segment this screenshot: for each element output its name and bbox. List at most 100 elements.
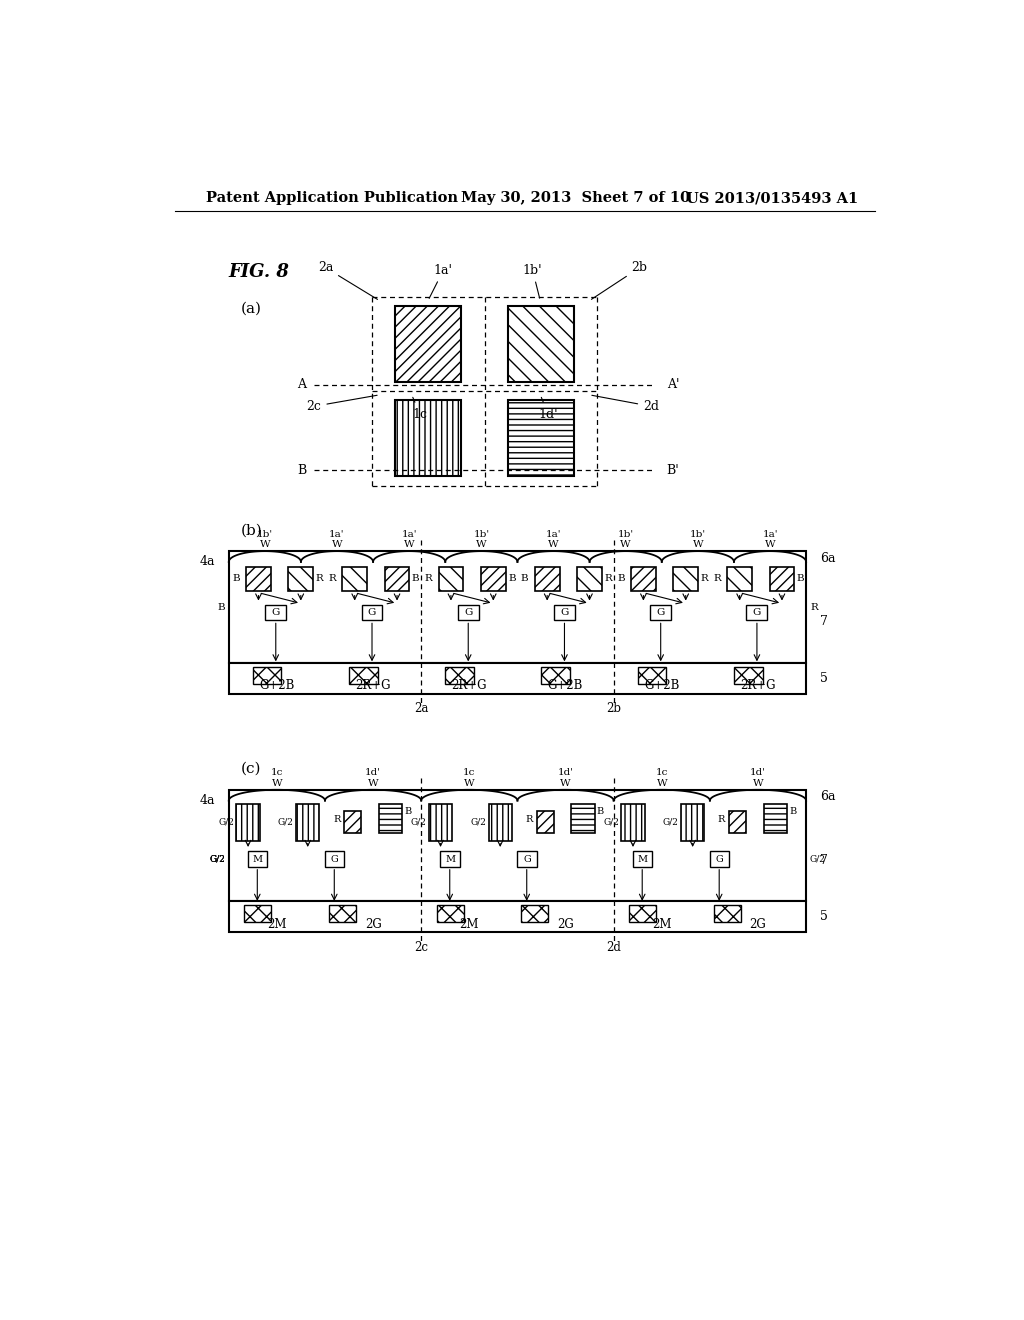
Bar — [248, 851, 267, 867]
Text: G: G — [368, 609, 376, 618]
Bar — [578, 566, 602, 591]
Text: 1a': 1a' — [546, 529, 561, 539]
Text: R: R — [700, 574, 709, 583]
Bar — [445, 667, 474, 684]
Bar — [488, 804, 512, 841]
Text: B: B — [508, 574, 516, 583]
Text: 7: 7 — [820, 854, 828, 867]
Text: 1c: 1c — [413, 397, 428, 421]
Bar — [554, 605, 574, 620]
Bar — [436, 906, 464, 923]
Bar — [517, 851, 537, 867]
Text: G/2: G/2 — [663, 817, 679, 826]
Text: G/2: G/2 — [209, 854, 225, 863]
Text: M: M — [253, 854, 263, 863]
Text: May 30, 2013  Sheet 7 of 10: May 30, 2013 Sheet 7 of 10 — [461, 191, 690, 206]
Text: FIG. 8: FIG. 8 — [228, 264, 290, 281]
Text: W: W — [621, 540, 631, 549]
Text: 2R+G: 2R+G — [452, 680, 487, 693]
Text: B: B — [232, 574, 240, 583]
Bar — [764, 804, 787, 833]
Bar — [296, 804, 319, 841]
Text: G+2B: G+2B — [259, 680, 295, 693]
Text: W: W — [259, 540, 270, 549]
Bar — [228, 902, 806, 932]
Text: 2d: 2d — [592, 395, 659, 413]
Text: W: W — [332, 540, 342, 549]
Bar — [535, 566, 559, 591]
Text: Patent Application Publication: Patent Application Publication — [206, 191, 458, 206]
Bar — [770, 566, 795, 591]
Text: 2b: 2b — [606, 702, 622, 715]
Text: 7: 7 — [820, 615, 828, 628]
Text: (b): (b) — [241, 523, 262, 537]
Text: 1a': 1a' — [401, 529, 417, 539]
Text: B: B — [790, 807, 797, 816]
Text: G: G — [716, 854, 724, 863]
Bar — [237, 804, 260, 841]
Text: (a): (a) — [241, 301, 261, 315]
Text: 1b': 1b' — [617, 529, 634, 539]
Bar — [228, 663, 806, 693]
Text: 2a: 2a — [414, 702, 428, 715]
Text: G/2: G/2 — [209, 854, 225, 863]
Text: W: W — [464, 779, 475, 788]
Bar — [361, 605, 383, 620]
Text: 5: 5 — [820, 672, 828, 685]
Text: 2a: 2a — [317, 261, 378, 300]
Text: 1b': 1b' — [522, 264, 543, 298]
Bar — [521, 906, 549, 923]
Text: 2G: 2G — [750, 917, 766, 931]
Bar — [727, 566, 752, 591]
Text: G/2: G/2 — [278, 817, 294, 826]
Bar — [395, 306, 461, 381]
Bar — [622, 804, 645, 841]
Text: W: W — [753, 779, 763, 788]
Text: W: W — [656, 779, 667, 788]
Text: G: G — [464, 609, 472, 618]
Bar — [253, 667, 282, 684]
Text: 1b': 1b' — [690, 529, 706, 539]
Text: 2c: 2c — [306, 395, 377, 413]
Text: G: G — [331, 854, 339, 863]
Text: R: R — [718, 814, 725, 824]
Text: G: G — [560, 609, 568, 618]
Bar — [244, 906, 271, 923]
Bar — [395, 400, 461, 475]
Bar — [228, 552, 806, 663]
Bar — [508, 306, 573, 381]
Text: 6a: 6a — [820, 791, 836, 804]
Text: 1c: 1c — [655, 768, 668, 777]
Text: R: R — [425, 574, 432, 583]
Text: W: W — [692, 540, 703, 549]
Text: 1c: 1c — [270, 768, 283, 777]
Text: A': A' — [667, 379, 679, 391]
Text: 4a: 4a — [200, 795, 215, 807]
Bar — [289, 566, 313, 591]
Text: R: R — [333, 814, 340, 824]
Text: R: R — [714, 574, 721, 583]
Text: 2d: 2d — [606, 941, 622, 954]
Bar — [734, 667, 763, 684]
Bar — [458, 605, 478, 620]
Text: M: M — [445, 854, 456, 863]
Bar — [633, 851, 652, 867]
Text: W: W — [560, 779, 570, 788]
Text: G+2B: G+2B — [548, 680, 584, 693]
Text: 1b': 1b' — [473, 529, 489, 539]
Text: 1a': 1a' — [762, 529, 778, 539]
Bar — [429, 804, 453, 841]
Text: G: G — [753, 609, 761, 618]
Text: W: W — [548, 540, 559, 549]
Text: 1b': 1b' — [257, 529, 273, 539]
Text: 6a: 6a — [820, 552, 836, 565]
Text: 1d': 1d' — [539, 397, 558, 421]
Bar — [537, 812, 554, 833]
Text: B: B — [404, 807, 412, 816]
Bar — [342, 566, 367, 591]
Bar — [714, 906, 741, 923]
Text: 1d': 1d' — [366, 768, 381, 777]
Bar — [729, 812, 746, 833]
Text: A: A — [297, 379, 306, 391]
Bar — [344, 812, 361, 833]
